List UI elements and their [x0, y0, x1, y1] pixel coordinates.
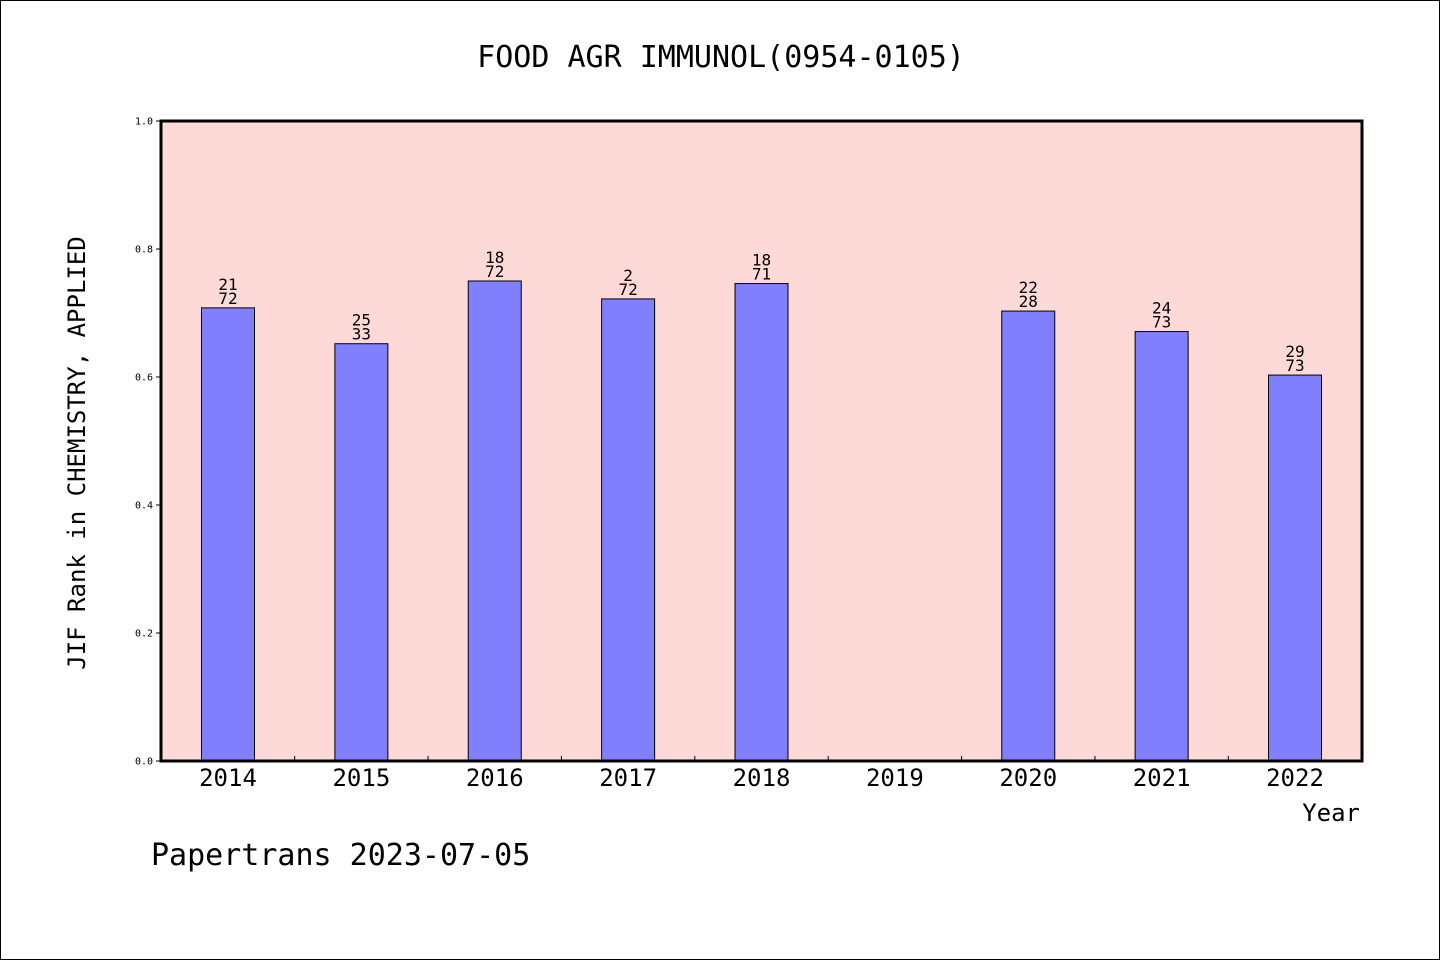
bar-2020 [1001, 310, 1056, 762]
bar-2014 [201, 307, 255, 762]
bar-label-rank-2021: 24 [1152, 299, 1171, 318]
bar-2017 [601, 298, 656, 762]
bar-2021 [1134, 331, 1189, 762]
bars-group [201, 280, 1322, 762]
bar-label-total-2021: 73 [1152, 313, 1171, 332]
x-tick-label-2015: 2015 [332, 764, 390, 792]
footer-text: Papertrans 2023-07-05 [151, 838, 530, 873]
x-tick-label-2014: 2014 [199, 764, 257, 792]
bar-label-total-2014: 72 [218, 289, 237, 308]
bar-label-rank-2016: 18 [485, 248, 504, 267]
bar-label-total-2018: 71 [752, 265, 771, 284]
x-tick-label-2022: 2022 [1266, 764, 1324, 792]
y-axis-label: JIF Rank in CHEMISTRY, APPLIED [63, 236, 91, 669]
bar-label-rank-2022: 29 [1285, 342, 1304, 361]
bar-label-rank-2017: 2 [623, 266, 633, 285]
bar-2022 [1268, 374, 1322, 762]
chart-title: FOOD AGR IMMUNOL(0954-0105) [477, 40, 965, 75]
x-axis-label: Year [1302, 799, 1360, 827]
x-tick-label-2016: 2016 [466, 764, 524, 792]
y-tick-label-0.6: 0.6 [135, 373, 153, 384]
bar-label-total-2017: 72 [618, 280, 637, 299]
y-tick-label-0.2: 0.2 [135, 629, 153, 640]
bar-2016 [467, 280, 522, 762]
x-tick-label-2020: 2020 [999, 764, 1057, 792]
bar-label-rank-2014: 21 [218, 275, 237, 294]
plot-border [159, 119, 1364, 763]
y-axis: 0.0 0.2 0.4 0.6 0.8 1.0 [135, 117, 161, 768]
y-tick-label-0.8: 0.8 [135, 245, 153, 256]
x-tick-label-2017: 2017 [599, 764, 657, 792]
x-axis: 2014 2015 2016 2017 2018 2019 2020 2021 2022 [199, 756, 1324, 792]
bar-label-total-2015: 33 [352, 325, 371, 344]
x-tick-label-2018: 2018 [733, 764, 791, 792]
bar-label-rank-2015: 25 [352, 311, 371, 330]
y-tick-label-1.0: 1.0 [135, 117, 153, 128]
bar-2015 [334, 343, 389, 762]
bar-label-total-2022: 73 [1285, 356, 1304, 375]
x-tick-label-2019: 2019 [866, 764, 924, 792]
bar-label-total-2016: 72 [485, 262, 504, 281]
bar-2018 [734, 283, 789, 762]
x-tick-label-2021: 2021 [1133, 764, 1191, 792]
bar-label-rank-2020: 22 [1019, 278, 1038, 297]
bar-label-rank-2018: 18 [752, 251, 771, 270]
y-tick-label-0.0: 0.0 [135, 757, 153, 768]
bar-label-total-2020: 28 [1019, 292, 1038, 311]
y-tick-label-0.4: 0.4 [135, 501, 153, 512]
